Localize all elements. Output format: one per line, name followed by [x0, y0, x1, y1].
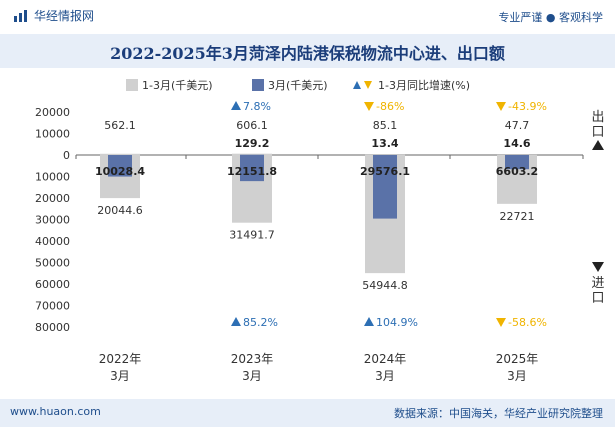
- growth-up-triangle-icon: [364, 317, 374, 326]
- bar-month-import: [373, 155, 397, 219]
- label-month-export: 13.4: [371, 137, 398, 150]
- category-label-month: 3月: [242, 369, 262, 383]
- label-month-export: 129.2: [235, 137, 270, 150]
- bar-month-import: [505, 155, 529, 170]
- footer: www.huaon.com 数据来源：中国海关，华经产业研究院整理: [0, 399, 615, 427]
- growth-down-triangle-icon: [496, 102, 506, 111]
- legend-label-ytd: 1-3月(千美元): [142, 79, 213, 92]
- growth-label-import: -58.6%: [508, 316, 547, 329]
- label-ytd-import: 54944.8: [362, 279, 408, 292]
- category-label-month: 3月: [375, 369, 395, 383]
- growth-up-triangle-icon: [231, 101, 241, 110]
- growth-label-import: 85.2%: [243, 316, 278, 329]
- label-ytd-export: 562.1: [104, 119, 136, 132]
- y-tick-label: 50000: [35, 257, 70, 270]
- category-label-year: 2025年: [496, 352, 539, 366]
- bar-month-import: [240, 155, 264, 182]
- growth-label-export: 7.8%: [243, 100, 271, 113]
- top-bar: 华经情报网 专业严谨 ● 客观科学: [0, 0, 615, 34]
- side-label-export-char2: 口: [591, 125, 604, 140]
- label-month-import: 12151.8: [227, 165, 277, 178]
- side-label-export-char1: 出: [591, 110, 604, 125]
- side-label-import-char1: 进: [591, 276, 604, 291]
- y-tick-label: 80000: [35, 321, 70, 334]
- growth-up-triangle-icon: [231, 317, 241, 326]
- legend-label-month: 3月(千美元): [268, 79, 328, 92]
- label-ytd-export: 606.1: [236, 119, 268, 132]
- y-tick-label: 10000: [35, 171, 70, 184]
- y-tick-label: 20000: [35, 106, 70, 119]
- growth-down-triangle-icon: [496, 318, 506, 327]
- export-up-arrow-icon: [592, 140, 604, 150]
- label-month-import: 10028.4: [95, 165, 145, 178]
- website-link[interactable]: www.huaon.com: [10, 405, 101, 418]
- chart: 1-3月(千美元) 3月(千美元) 1-3月同比增速(%) 20000 10000 0 10…: [35, 78, 605, 383]
- label-ytd-import: 31491.7: [229, 229, 275, 242]
- bar-month-export: [240, 154, 264, 156]
- category-label-month: 3月: [110, 369, 130, 383]
- label-ytd-import: 20044.6: [97, 204, 143, 217]
- category-label-year: 2024年: [364, 352, 407, 366]
- bar-ytd-export: [100, 153, 140, 155]
- chart-title: 2022-2025年3月菏泽内陆港保税物流中心进、出口额: [110, 44, 505, 63]
- data-source: 数据来源：中国海关，华经产业研究院整理: [394, 407, 603, 420]
- category-label-year: 2022年: [99, 352, 142, 366]
- label-month-import: 29576.1: [360, 165, 410, 178]
- y-tick-label: 40000: [35, 235, 70, 248]
- side-label-import-char2: 口: [591, 291, 604, 306]
- title-bar: 2022-2025年3月菏泽内陆港保税物流中心进、出口额: [0, 34, 615, 68]
- category-label-month: 3月: [507, 369, 527, 383]
- label-month-export: 14.6: [503, 137, 530, 150]
- growth-down-triangle-icon: [364, 102, 374, 111]
- legend-swatch-month: [252, 79, 264, 91]
- import-down-arrow-icon: [592, 262, 604, 272]
- label-ytd-export: 85.1: [373, 119, 398, 132]
- y-tick-label: 60000: [35, 278, 70, 291]
- legend-label-growth: 1-3月同比增速(%): [378, 78, 470, 92]
- brand-logo-icon: [14, 10, 27, 22]
- y-tick-label: 10000: [35, 128, 70, 141]
- bar-month-import: [108, 155, 132, 177]
- tagline: 专业严谨 ● 客观科学: [498, 11, 603, 24]
- y-tick-label: 20000: [35, 192, 70, 205]
- y-tick-label: 70000: [35, 300, 70, 313]
- legend-up-triangle-icon: [353, 81, 361, 89]
- brand-name[interactable]: 华经情报网: [34, 9, 95, 23]
- growth-label-export: -43.9%: [508, 100, 547, 113]
- y-tick-label: 30000: [35, 214, 70, 227]
- label-month-import: 6603.2: [496, 165, 538, 178]
- label-ytd-import: 22721: [500, 210, 535, 223]
- growth-label-export: -86%: [376, 100, 404, 113]
- bar-ytd-export: [232, 153, 272, 155]
- growth-label-import: 104.9%: [376, 316, 418, 329]
- legend-down-triangle-icon: [364, 81, 372, 89]
- legend-swatch-ytd: [126, 79, 138, 91]
- category-label-year: 2023年: [231, 352, 274, 366]
- y-tick-label: 0: [63, 149, 70, 162]
- brand: 华经情报网: [14, 7, 94, 24]
- label-ytd-export: 47.7: [505, 119, 530, 132]
